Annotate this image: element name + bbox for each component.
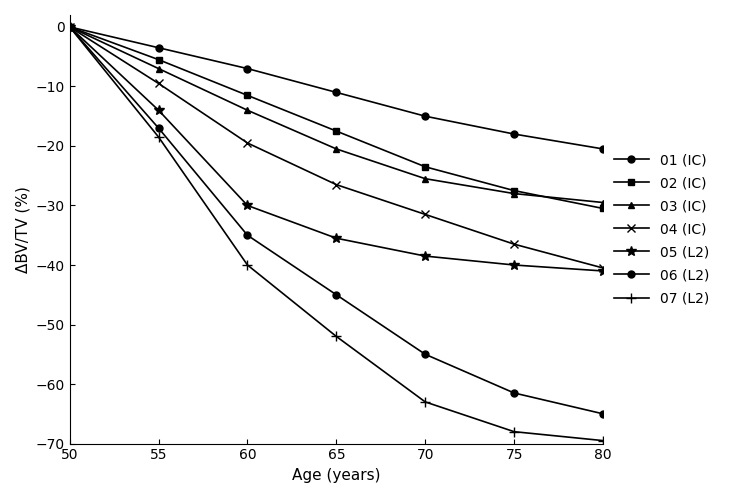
02 (IC): [599, 206, 607, 212]
01 (IC): [243, 66, 252, 72]
01 (IC): [154, 45, 163, 51]
06 (L2): [421, 351, 430, 357]
Line: 06 (L2): 06 (L2): [66, 23, 607, 417]
03 (IC): [332, 146, 341, 152]
01 (IC): [599, 146, 607, 152]
07 (L2): [243, 262, 252, 268]
04 (IC): [243, 140, 252, 146]
03 (IC): [421, 176, 430, 182]
04 (IC): [65, 24, 74, 30]
07 (L2): [599, 438, 607, 444]
04 (IC): [599, 265, 607, 271]
05 (L2): [154, 107, 163, 113]
Line: 01 (IC): 01 (IC): [66, 23, 607, 152]
07 (L2): [332, 334, 341, 340]
03 (IC): [510, 191, 518, 197]
06 (L2): [599, 411, 607, 417]
04 (IC): [332, 182, 341, 188]
06 (L2): [243, 232, 252, 238]
04 (IC): [154, 81, 163, 87]
Line: 05 (L2): 05 (L2): [65, 22, 608, 276]
X-axis label: Age (years): Age (years): [292, 468, 380, 483]
Legend: 01 (IC), 02 (IC), 03 (IC), 04 (IC), 05 (L2), 06 (L2), 07 (L2): 01 (IC), 02 (IC), 03 (IC), 04 (IC), 05 (…: [608, 147, 715, 311]
03 (IC): [599, 200, 607, 206]
07 (L2): [65, 24, 74, 30]
Line: 07 (L2): 07 (L2): [65, 22, 608, 446]
Line: 03 (IC): 03 (IC): [66, 23, 607, 206]
02 (IC): [154, 57, 163, 63]
Line: 02 (IC): 02 (IC): [66, 23, 607, 212]
05 (L2): [332, 235, 341, 241]
06 (L2): [510, 390, 518, 396]
04 (IC): [510, 241, 518, 247]
02 (IC): [243, 92, 252, 98]
07 (L2): [421, 399, 430, 405]
02 (IC): [421, 164, 430, 170]
07 (L2): [154, 134, 163, 140]
06 (L2): [332, 292, 341, 298]
02 (IC): [510, 188, 518, 194]
02 (IC): [332, 128, 341, 134]
05 (L2): [243, 203, 252, 209]
01 (IC): [421, 113, 430, 119]
06 (L2): [154, 125, 163, 131]
03 (IC): [243, 107, 252, 113]
05 (L2): [599, 268, 607, 274]
05 (L2): [65, 24, 74, 30]
01 (IC): [65, 24, 74, 30]
06 (L2): [65, 24, 74, 30]
Y-axis label: ΔBV/TV (%): ΔBV/TV (%): [15, 186, 30, 273]
05 (L2): [510, 262, 518, 268]
01 (IC): [510, 131, 518, 137]
Line: 04 (IC): 04 (IC): [66, 23, 607, 272]
01 (IC): [332, 90, 341, 96]
03 (IC): [154, 66, 163, 72]
07 (L2): [510, 429, 518, 435]
02 (IC): [65, 24, 74, 30]
03 (IC): [65, 24, 74, 30]
05 (L2): [421, 253, 430, 259]
04 (IC): [421, 212, 430, 218]
